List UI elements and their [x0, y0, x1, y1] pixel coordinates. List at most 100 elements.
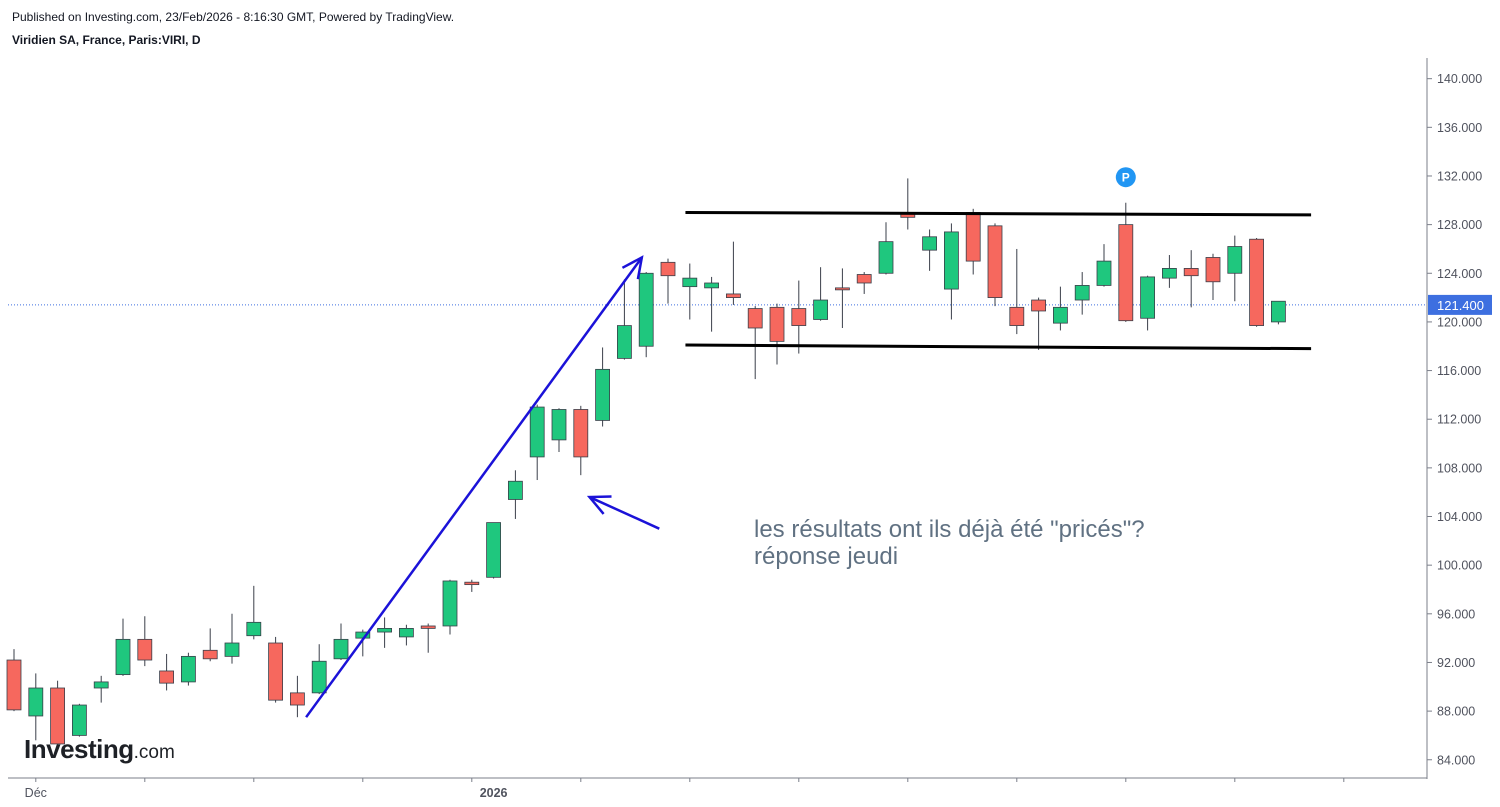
candle	[835, 268, 850, 328]
annotation-text: réponse jeudi	[754, 543, 898, 570]
y-tick-label: 132.000	[1437, 169, 1482, 183]
candle-body	[289, 692, 305, 706]
candle	[922, 229, 937, 271]
candle-body	[442, 580, 458, 627]
candle-body	[595, 368, 610, 421]
candle	[638, 272, 654, 358]
candle	[50, 680, 65, 746]
marker-p-circle	[1115, 167, 1136, 188]
candle	[377, 617, 393, 648]
channel-lower-line	[685, 343, 1312, 351]
investing-logo: Investing.com	[24, 734, 175, 765]
candle	[1249, 238, 1264, 327]
candle	[420, 623, 436, 653]
candle-body	[1183, 268, 1199, 277]
candle	[1271, 300, 1286, 325]
small-arrow	[586, 495, 660, 530]
candle	[202, 628, 218, 662]
candle	[246, 585, 262, 640]
candle	[224, 613, 240, 664]
candle-body	[747, 308, 763, 329]
candle-body	[726, 293, 741, 298]
candle	[682, 263, 698, 320]
candle-body	[987, 225, 1003, 298]
candle	[6, 649, 22, 712]
candle-body	[551, 409, 567, 441]
candle	[573, 405, 589, 476]
candle	[1074, 272, 1090, 315]
candle	[486, 522, 502, 579]
candle	[747, 306, 763, 380]
candle-body	[50, 687, 65, 745]
candle-body	[202, 649, 218, 660]
candle-body	[922, 236, 937, 251]
y-tick-label: 136.000	[1437, 121, 1482, 135]
candle	[529, 404, 545, 481]
candle	[333, 623, 349, 661]
candle	[289, 675, 305, 718]
candle	[900, 178, 916, 230]
candle	[791, 280, 807, 354]
candle	[28, 673, 44, 741]
candle	[1183, 250, 1199, 308]
candle-body	[965, 212, 981, 262]
candle-body	[835, 287, 850, 291]
candle-body	[856, 274, 872, 284]
y-tick-label: 100.000	[1437, 559, 1482, 573]
candle	[1205, 253, 1221, 301]
candle-body	[1271, 300, 1286, 323]
candle-body	[1074, 285, 1090, 301]
candle-body	[769, 306, 785, 342]
marker-p-label: P	[1122, 171, 1130, 185]
candle	[1096, 244, 1112, 287]
candle-body	[486, 522, 502, 578]
published-header: Published on Investing.com, 23/Feb/2026 …	[12, 10, 455, 24]
candle-body	[878, 241, 894, 274]
candle	[1227, 235, 1243, 302]
candle-body	[1096, 260, 1112, 286]
last-price-label-text: 121.400	[1437, 298, 1484, 313]
candle	[965, 208, 981, 275]
candle	[987, 223, 1003, 307]
last-price-label-bg	[1428, 294, 1492, 315]
y-tick-label: 92.000	[1437, 656, 1475, 670]
candle	[159, 653, 175, 691]
trend-arrow-head	[621, 255, 644, 280]
candle	[551, 408, 567, 453]
y-tick-label: 116.000	[1437, 364, 1481, 378]
candle-body	[246, 621, 262, 637]
candle	[1053, 286, 1068, 331]
candle-body	[268, 642, 284, 701]
y-tick-label: 88.000	[1437, 705, 1475, 719]
y-tick-label: 128.000	[1437, 218, 1482, 232]
candle-body	[159, 670, 175, 684]
candle	[1031, 297, 1046, 350]
candle	[93, 675, 109, 703]
candle-body	[813, 299, 828, 320]
candle	[1009, 248, 1025, 335]
candle-body	[1205, 257, 1221, 283]
candle-body	[224, 642, 240, 657]
y-tick-label: 120.000	[1437, 315, 1482, 329]
candle-body	[28, 687, 44, 717]
candle-body	[72, 704, 87, 736]
candle-body	[93, 681, 109, 689]
trend-arrow-shaft	[305, 256, 643, 718]
candle-body	[791, 308, 807, 326]
candle-body	[377, 628, 393, 633]
symbol-title: Viridien SA, France, Paris:VIRI, D	[12, 33, 201, 47]
candle-body	[464, 581, 480, 586]
candle-body	[333, 638, 349, 660]
candle-body	[115, 638, 131, 676]
candle	[72, 703, 87, 737]
candle	[704, 276, 719, 332]
annotation-text: les résultats ont ils déjà été "pricés"?	[754, 516, 1145, 543]
candle-body	[398, 628, 414, 638]
candle	[311, 644, 327, 695]
small-arrow-shaft	[589, 495, 660, 530]
candle	[813, 267, 828, 321]
candle	[769, 303, 785, 365]
logo-main: Investing	[24, 734, 134, 764]
candle	[595, 347, 610, 427]
